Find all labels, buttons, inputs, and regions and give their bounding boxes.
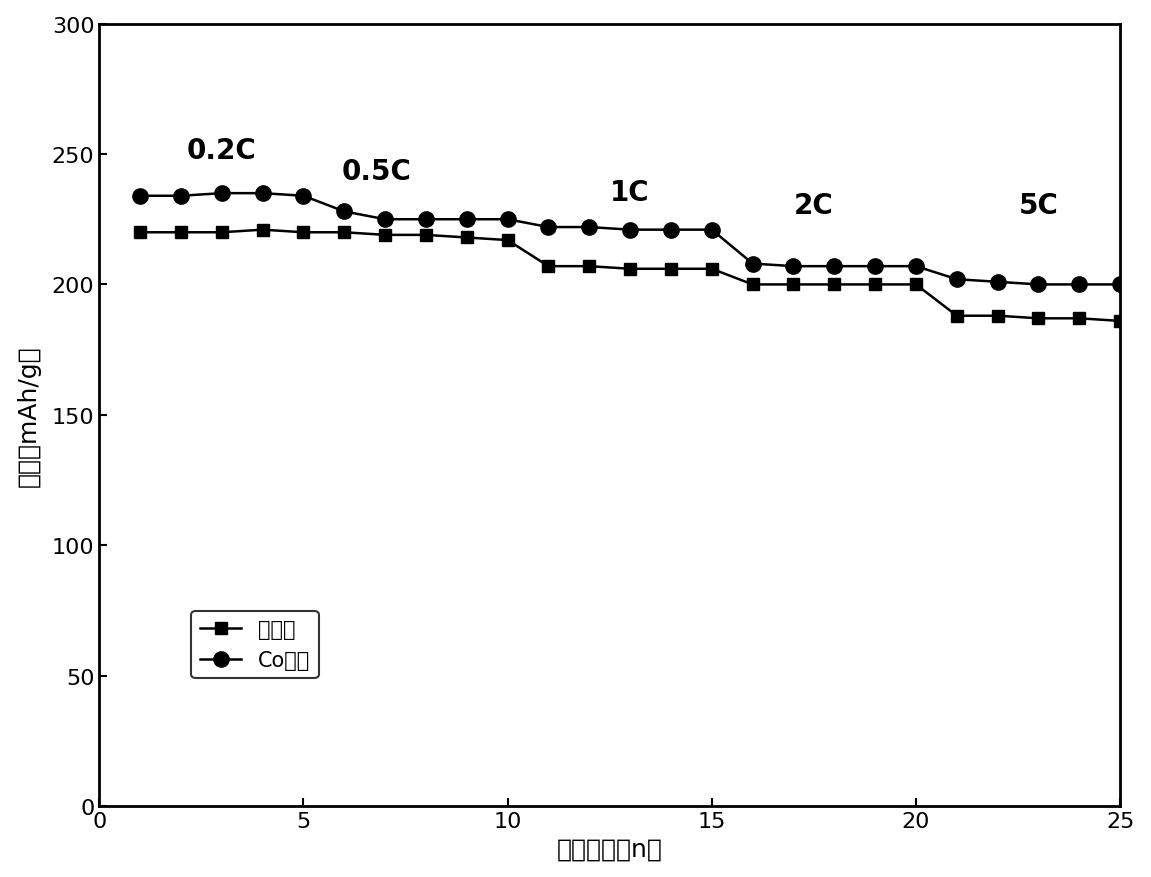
Co掉杂 — [623, 225, 637, 236]
Co掉杂 — [746, 259, 760, 269]
未掉杂 — [786, 280, 800, 290]
Line: Co掉杂: Co掉杂 — [132, 186, 1128, 293]
Co掉杂 — [542, 223, 556, 233]
未掉杂 — [174, 228, 188, 239]
Co掉杂 — [664, 225, 678, 236]
未掉杂 — [542, 261, 556, 272]
Text: 0.2C: 0.2C — [186, 138, 257, 165]
Text: 0.5C: 0.5C — [342, 158, 412, 186]
Co掉杂 — [379, 215, 392, 225]
Co掉杂 — [174, 191, 188, 202]
未掉杂 — [215, 228, 229, 239]
Text: 2C: 2C — [794, 192, 833, 220]
未掉杂 — [379, 231, 392, 241]
Co掉杂 — [909, 261, 923, 272]
Co掉杂 — [1073, 280, 1087, 290]
未掉杂 — [704, 264, 718, 275]
X-axis label: 循环周数（n）: 循环周数（n） — [557, 837, 663, 860]
Co掉杂 — [582, 223, 596, 233]
未掉杂 — [828, 280, 841, 290]
未掉杂 — [501, 236, 514, 246]
Co掉杂 — [786, 261, 800, 272]
Text: 5C: 5C — [1019, 192, 1059, 220]
Line: 未掉杂: 未掉杂 — [134, 225, 1127, 328]
未掉杂 — [297, 228, 311, 239]
Y-axis label: 容量（mAh/g）: 容量（mAh/g） — [16, 345, 40, 486]
Co掉杂 — [991, 277, 1005, 288]
Co掉杂 — [419, 215, 433, 225]
未掉杂 — [664, 264, 678, 275]
未掉杂 — [256, 225, 269, 236]
Co掉杂 — [297, 191, 311, 202]
Co掉杂 — [704, 225, 718, 236]
Legend: 未掉杂, Co掉杂: 未掉杂, Co掉杂 — [191, 611, 319, 679]
Co掉杂 — [134, 191, 147, 202]
未掉杂 — [991, 311, 1005, 322]
未掉杂 — [582, 261, 596, 272]
Co掉杂 — [215, 189, 229, 199]
未掉杂 — [419, 231, 433, 241]
未掉杂 — [909, 280, 923, 290]
Co掉杂 — [868, 261, 882, 272]
未掉杂 — [460, 233, 474, 244]
Co掉杂 — [501, 215, 514, 225]
未掉杂 — [623, 264, 637, 275]
Co掉杂 — [828, 261, 841, 272]
未掉杂 — [1073, 314, 1087, 324]
未掉杂 — [746, 280, 760, 290]
Co掉杂 — [460, 215, 474, 225]
未掉杂 — [1031, 314, 1045, 324]
Co掉杂 — [256, 189, 269, 199]
Co掉杂 — [950, 275, 963, 285]
Co掉杂 — [1113, 280, 1127, 290]
未掉杂 — [337, 228, 351, 239]
未掉杂 — [950, 311, 963, 322]
未掉杂 — [1113, 317, 1127, 327]
未掉杂 — [868, 280, 882, 290]
Co掉杂 — [337, 207, 351, 217]
Text: 1C: 1C — [610, 179, 650, 207]
未掉杂 — [134, 228, 147, 239]
Co掉杂 — [1031, 280, 1045, 290]
